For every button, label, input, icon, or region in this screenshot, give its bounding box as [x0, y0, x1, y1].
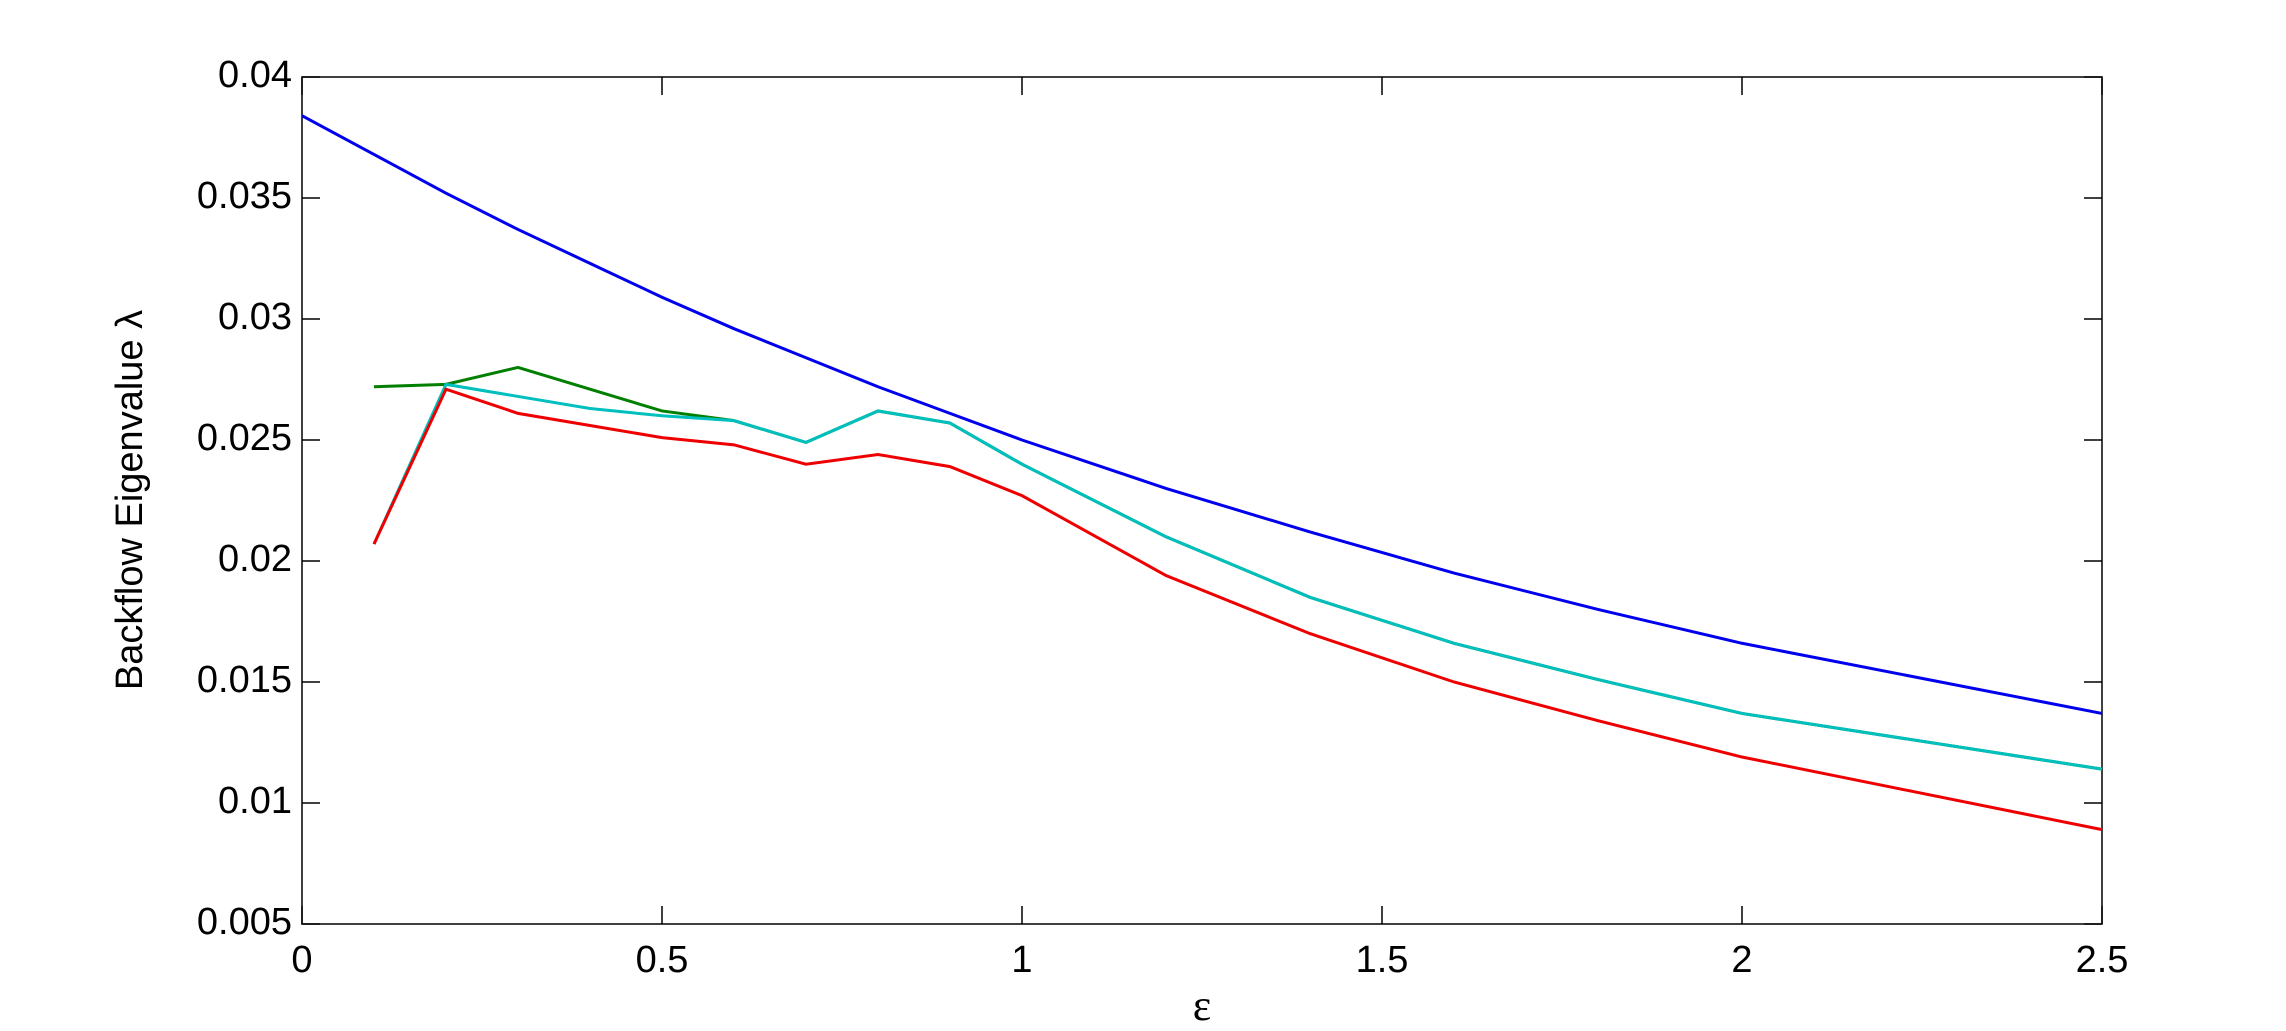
- y-tick-label: 0.015: [197, 659, 292, 701]
- y-tick-label: 0.025: [197, 417, 292, 459]
- x-tick-label: 0.5: [636, 939, 689, 981]
- x-tick-label: 0: [291, 939, 312, 981]
- y-tick-label: 0.04: [218, 54, 292, 96]
- y-tick-label: 0.01: [218, 780, 292, 822]
- x-axis-label: ε: [1193, 981, 1211, 1030]
- line-series: [372, 387, 2103, 832]
- x-tick-label: 1: [1011, 939, 1032, 981]
- y-tick-label: 0.035: [197, 175, 292, 217]
- line-series: [372, 382, 2103, 771]
- y-tick-label: 0.02: [218, 538, 292, 580]
- y-tick-label: 0.03: [218, 296, 292, 338]
- x-tick-label: 2.5: [2076, 939, 2129, 981]
- line-series: [301, 114, 2103, 715]
- y-tick-label: 0.005: [197, 901, 292, 943]
- x-tick-label: 2: [1731, 939, 1752, 981]
- y-axis-label: Backflow Eigenvalue λ: [109, 310, 151, 690]
- x-tick-label: 1.5: [1356, 939, 1409, 981]
